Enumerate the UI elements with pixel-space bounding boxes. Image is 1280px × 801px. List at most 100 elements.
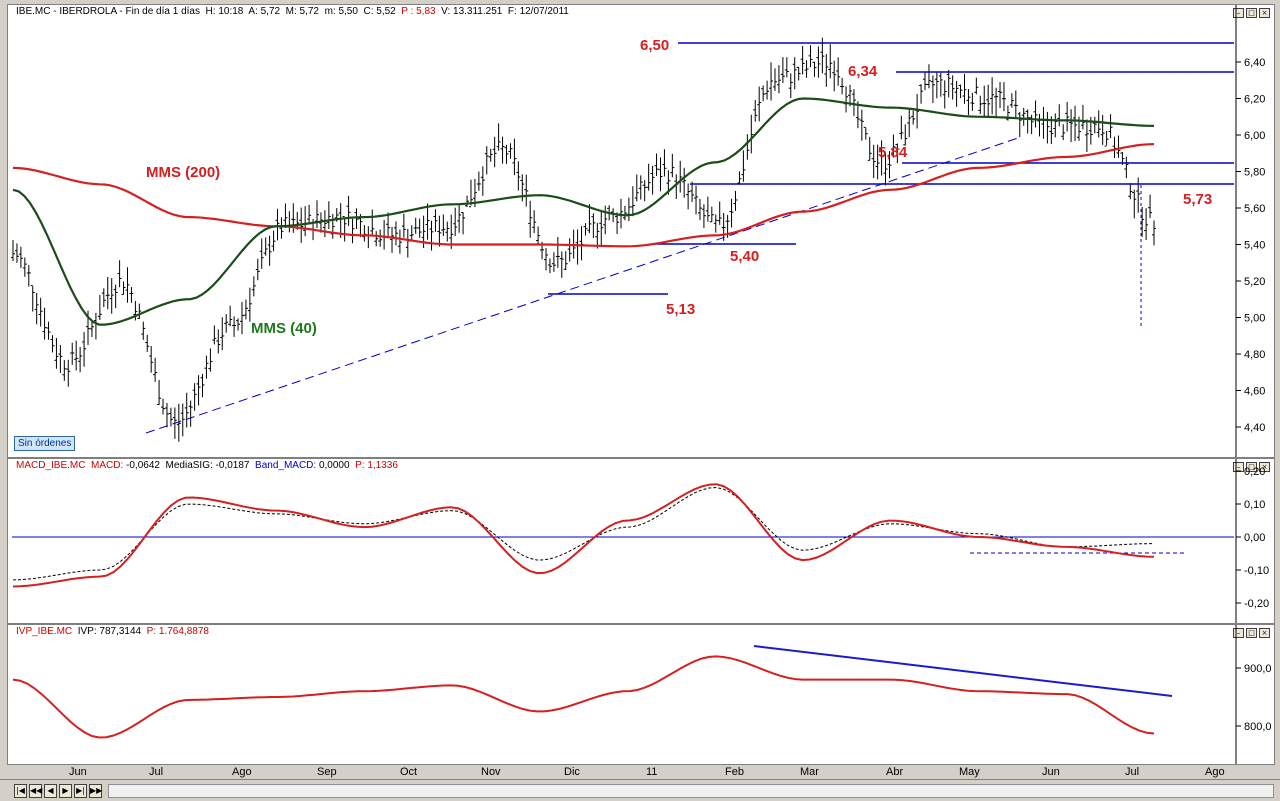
maximize-button[interactable]: □	[1246, 628, 1257, 638]
close-button[interactable]: ×	[1259, 628, 1270, 638]
price-bar	[1053, 113, 1058, 138]
close-button[interactable]: ×	[1259, 8, 1270, 18]
price-y-tick-label: 6,00	[1244, 130, 1265, 142]
price-bar	[816, 46, 821, 78]
price-bar	[994, 87, 999, 117]
price-bar	[1033, 100, 1038, 128]
maximize-button[interactable]: □	[1246, 462, 1257, 472]
a-value: 5,72	[260, 6, 281, 17]
price-y-tick-label: 5,40	[1244, 240, 1265, 252]
price-bar	[105, 276, 110, 310]
macd-label: MACD:	[91, 460, 124, 471]
minimize-button[interactable]: –	[1233, 8, 1244, 18]
price-bar	[18, 246, 23, 268]
price-bar	[157, 379, 162, 406]
price-bar	[883, 152, 888, 186]
close-button[interactable]: ×	[1259, 462, 1270, 472]
price-bar	[646, 163, 651, 191]
ivp-panel: IVP_IBE.MC IVP: 787,3144 P: 1.764,8878 –…	[7, 624, 1275, 765]
price-y-tick-label: 5,20	[1244, 276, 1265, 288]
price-bar	[141, 321, 146, 340]
price-bar	[887, 151, 892, 179]
price-bar	[342, 216, 347, 242]
price-bar	[784, 57, 789, 78]
price-bar	[449, 214, 454, 249]
price-bar	[465, 195, 470, 207]
price-bar	[737, 171, 742, 185]
price-bar	[457, 203, 462, 233]
price-bar	[1029, 114, 1034, 135]
price-bar	[405, 228, 410, 258]
price-bar	[125, 267, 130, 303]
sig-label: MediaSIG:	[165, 460, 213, 471]
price-bar	[859, 109, 864, 141]
price-bar	[307, 204, 312, 225]
price-bar	[184, 392, 189, 428]
price-bar	[89, 320, 94, 338]
price-bar	[149, 346, 154, 373]
minimize-button[interactable]: –	[1233, 628, 1244, 638]
label-540: 5,40	[730, 248, 759, 265]
price-bar	[445, 221, 450, 242]
price-bar	[824, 54, 829, 87]
first-button[interactable]: |◀	[14, 784, 27, 798]
price-bars	[11, 37, 1156, 442]
price-chart[interactable]: 6,40 6,20 6,00 5,80 5,60 5,40 5,20 5,00 4,80 4,60…	[8, 5, 1274, 457]
price-bar	[82, 332, 87, 367]
next-button[interactable]: ▶	[59, 784, 72, 798]
price-bar	[808, 45, 813, 68]
prev-page-button[interactable]: ◀◀	[29, 784, 42, 798]
price-bar	[926, 64, 931, 89]
price-bar	[1124, 156, 1129, 179]
price-bar	[1045, 111, 1050, 144]
expand-button[interactable]: ▶▶	[89, 784, 102, 798]
ticker-symbol: IBE.MC	[16, 6, 51, 17]
label-650: 6,50	[640, 37, 669, 54]
price-bar	[386, 212, 391, 239]
price-panel-header: IBE.MC - IBERDROLA - Fin de día 1 días H…	[16, 6, 569, 17]
ivp-y-tick-label: 900,0	[1244, 663, 1272, 675]
maximize-button[interactable]: □	[1246, 8, 1257, 18]
price-bar	[780, 57, 785, 84]
x-axis-month-label: Dic	[564, 766, 580, 778]
price-bar	[429, 220, 434, 251]
price-bar	[765, 80, 770, 100]
label-513: 5,13	[666, 301, 695, 318]
price-bar	[1025, 109, 1030, 134]
price-bar	[200, 374, 205, 398]
price-bar	[393, 221, 398, 246]
price-bar	[267, 235, 272, 266]
price-bar	[93, 312, 98, 340]
price-bar	[239, 301, 244, 335]
price-bar	[694, 185, 699, 215]
price-bar	[567, 238, 572, 262]
price-bar	[867, 136, 872, 161]
last-button[interactable]: ▶|	[74, 784, 87, 798]
price-bar	[228, 305, 233, 327]
support-resistance-lines	[145, 42, 1234, 434]
price-bar	[701, 204, 706, 229]
price-bar	[1080, 104, 1085, 130]
prev-button[interactable]: ◀	[44, 784, 57, 798]
price-bar	[50, 335, 55, 353]
price-bar	[942, 80, 947, 109]
ivp-chart[interactable]: 900,0 800,0	[8, 625, 1274, 764]
h-value: 10:18	[218, 6, 244, 17]
macd-chart[interactable]: 0,20 0,10 0,00 -0,10 -0,20	[8, 459, 1274, 623]
price-bar	[757, 86, 762, 122]
price-bar	[615, 212, 620, 235]
price-bar	[630, 186, 635, 217]
price-bar	[417, 218, 422, 238]
price-bar	[168, 407, 173, 427]
price-bar	[871, 144, 876, 179]
price-bar	[255, 258, 260, 281]
price-bar	[796, 66, 801, 81]
price-y-tick-label: 5,00	[1244, 313, 1265, 325]
macd-panel: MACD_IBE.MC MACD: -0,0642 MediaSIG: -0,0…	[7, 458, 1275, 624]
v-value: 13.311.251	[453, 6, 503, 17]
price-bar	[658, 157, 663, 192]
orders-badge[interactable]: Sin órdenes	[14, 436, 76, 451]
scroll-track[interactable]	[108, 784, 1274, 798]
price-bar	[196, 375, 201, 406]
price-bar	[461, 212, 466, 235]
